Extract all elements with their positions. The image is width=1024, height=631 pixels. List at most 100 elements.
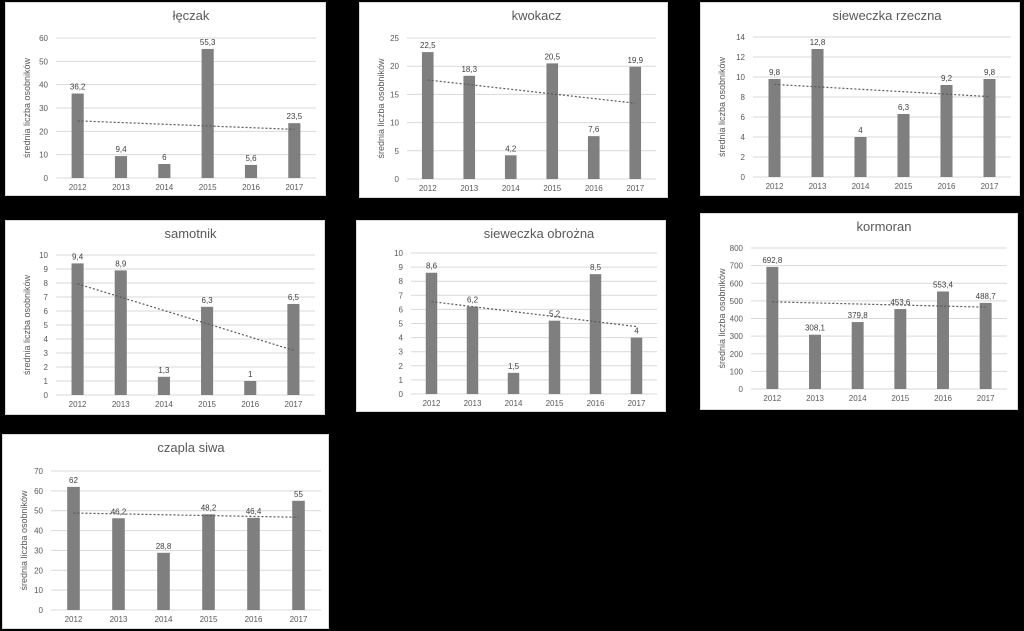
bar-2014 <box>504 155 517 179</box>
bar-2016 <box>937 291 949 389</box>
bar-2013 <box>809 334 821 389</box>
x-tick-label: 2012 <box>69 183 87 192</box>
bar-2013 <box>114 270 127 395</box>
x-tick-label: 2013 <box>464 399 482 408</box>
bar-2016 <box>244 381 257 395</box>
data-label: 46,2 <box>111 507 127 516</box>
y-tick-label: 700 <box>730 262 744 271</box>
chart-title: kwokacz <box>512 8 562 23</box>
bar-2015 <box>897 114 910 177</box>
data-label: 55,3 <box>200 38 216 47</box>
y-tick-label: 20 <box>390 62 399 71</box>
x-tick-label: 2016 <box>245 615 263 624</box>
data-label: 308,1 <box>805 324 826 333</box>
x-tick-label: 2017 <box>290 615 308 624</box>
bar-2017 <box>287 304 300 395</box>
data-label: 8,6 <box>426 262 438 271</box>
bar-2016 <box>940 85 953 177</box>
data-label: 4,2 <box>505 144 517 153</box>
y-tick-label: 500 <box>730 297 744 306</box>
y-axis-label: średnia liczba osobników <box>22 274 32 375</box>
trend-line <box>431 301 637 328</box>
trend-line <box>77 120 295 130</box>
bar-2017 <box>983 79 996 177</box>
data-label: 1,5 <box>508 362 520 371</box>
bar-2014 <box>507 372 520 394</box>
data-label: 4 <box>634 327 639 336</box>
y-tick-label: 400 <box>730 315 744 324</box>
x-tick-label: 2015 <box>891 394 909 403</box>
y-tick-label: 3 <box>44 349 49 358</box>
y-tick-label: 8 <box>741 93 746 102</box>
data-label: 9,4 <box>72 252 84 261</box>
chart-title: sieweczka obrożna <box>484 226 595 241</box>
bar-2017 <box>979 302 992 389</box>
x-tick-label: 2012 <box>65 615 83 624</box>
data-label: 692,8 <box>762 256 783 265</box>
data-label: 5,2 <box>549 310 561 319</box>
data-label: 55 <box>294 490 303 499</box>
y-tick-label: 1 <box>44 377 49 386</box>
data-label: 19,9 <box>627 56 643 65</box>
data-label: 9,2 <box>941 74 953 83</box>
bar-2013 <box>112 518 125 610</box>
y-tick-label: 0 <box>44 174 49 183</box>
chart-panel-kwokacz: kwokacz 0 5 10 15 20 25 średnia liczba osobnikó… <box>359 2 668 198</box>
y-tick-label: 12 <box>736 53 745 62</box>
trend-line <box>772 301 986 308</box>
y-tick-label: 100 <box>730 367 744 376</box>
bar-2013 <box>466 306 479 394</box>
x-tick-label: 2013 <box>110 615 128 624</box>
chart-czapla-siwa: czapla siwa 0 10 20 30 40 50 60 70 średnia liczba… <box>19 440 321 624</box>
y-tick-label: 2 <box>741 153 746 162</box>
x-tick-label: 2016 <box>241 400 259 409</box>
bar-2016 <box>587 136 600 179</box>
bar-2014 <box>157 552 170 610</box>
y-tick-label: 600 <box>730 279 744 288</box>
data-label: 553,4 <box>933 280 954 289</box>
y-tick-label: 10 <box>394 249 403 258</box>
y-tick-label: 2 <box>399 362 404 371</box>
y-tick-label: 10 <box>34 586 43 595</box>
chart-panel-samotnik: samotnik 0 1 2 3 4 5 6 7 8 9 10 średnia liczba osobn… <box>5 220 325 415</box>
y-tick-label: 6 <box>399 305 404 314</box>
x-tick-label: 2014 <box>155 615 173 624</box>
x-tick-label: 2015 <box>895 182 913 191</box>
data-label: 6,5 <box>288 293 300 302</box>
data-label: 5,6 <box>245 154 257 163</box>
x-tick-label: 2015 <box>198 400 216 409</box>
bar-2016 <box>244 164 258 178</box>
bar-2013 <box>114 156 128 178</box>
data-label: 12,8 <box>810 38 826 47</box>
y-tick-label: 2 <box>44 363 49 372</box>
y-tick-label: 4 <box>399 334 404 343</box>
bar-2014 <box>854 137 867 177</box>
data-label: 6,3 <box>898 103 910 112</box>
y-tick-label: 60 <box>39 34 48 43</box>
x-tick-label: 2012 <box>766 182 784 191</box>
bar-2015 <box>546 63 559 179</box>
data-label: 18,3 <box>461 65 477 74</box>
x-tick-label: 2015 <box>200 615 218 624</box>
bar-2012 <box>425 272 438 394</box>
y-tick-label: 50 <box>34 507 43 516</box>
y-axis-label: średnia liczba osobników <box>19 490 29 591</box>
data-label: 6 <box>162 153 167 162</box>
bar-2012 <box>766 266 779 389</box>
bar-2012 <box>421 52 434 179</box>
x-tick-label: 2016 <box>242 183 260 192</box>
y-tick-label: 4 <box>44 335 49 344</box>
data-label: 1,3 <box>158 366 170 375</box>
y-tick-label: 8 <box>399 277 404 286</box>
x-tick-label: 2013 <box>460 184 478 193</box>
y-tick-label: 6 <box>44 307 49 316</box>
y-tick-label: 5 <box>44 321 49 330</box>
chart-title: łęczak <box>173 8 210 23</box>
chart-panel-sieweczka-rzeczna: sieweczka rzeczna 0 2 4 6 8 10 12 14 średnia licz… <box>700 2 1020 196</box>
y-tick-label: 800 <box>730 244 744 253</box>
data-label: 28,8 <box>156 542 172 551</box>
y-tick-label: 70 <box>34 467 43 476</box>
bar-2014 <box>158 164 171 178</box>
bar-2015 <box>202 514 215 610</box>
y-tick-label: 0 <box>741 173 746 182</box>
